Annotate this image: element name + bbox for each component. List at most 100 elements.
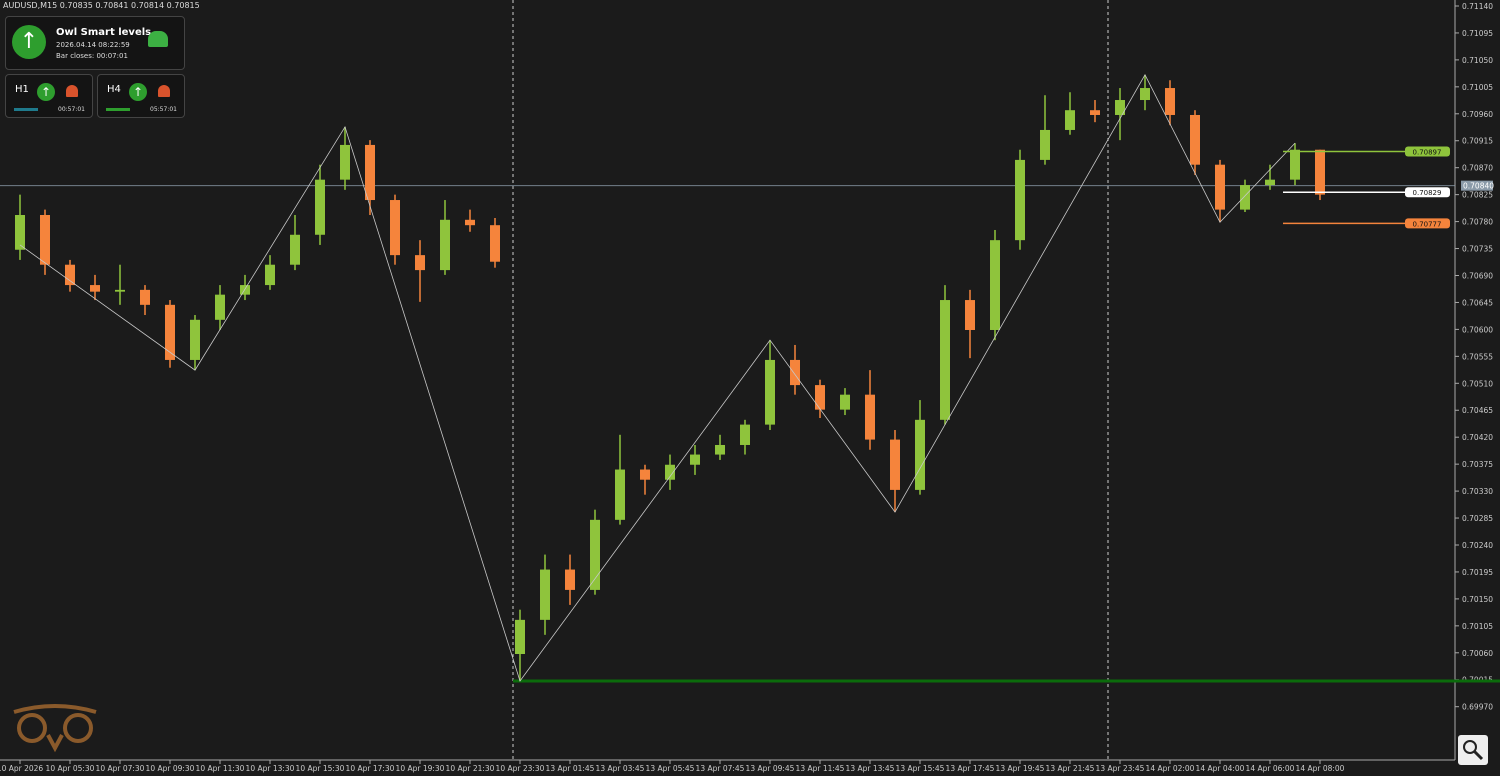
y-tick-label: 0.70960 [1462, 110, 1493, 119]
candle-body [565, 569, 575, 590]
x-tick-label: 13 Apr 17:45 [946, 764, 995, 773]
y-tick-label: 0.70285 [1462, 514, 1493, 523]
candle-body [215, 294, 225, 320]
widget-time: 2026.04.14 08:22:59 [56, 41, 130, 49]
y-tick-label: 0.70510 [1462, 379, 1493, 388]
widget-title: Owl Smart levels [56, 27, 152, 38]
y-tick-label: 0.71095 [1462, 29, 1493, 38]
y-tick-label: 0.70735 [1462, 245, 1493, 254]
x-tick-label: 10 Apr 17:30 [346, 764, 395, 773]
x-tick-label: 10 Apr 09:30 [146, 764, 195, 773]
x-tick-label: 13 Apr 05:45 [646, 764, 695, 773]
y-tick-label: 0.71005 [1462, 83, 1493, 92]
candle-body [140, 289, 150, 305]
x-tick-label: 10 Apr 21:30 [446, 764, 495, 773]
candle-body [865, 394, 875, 440]
h4-timer: 05:57:01 [150, 106, 177, 113]
x-tick-label: 13 Apr 07:45 [696, 764, 745, 773]
y-tick-label: 0.70780 [1462, 218, 1493, 227]
x-tick-label: 14 Apr 04:00 [1196, 764, 1245, 773]
x-tick-label: 10 Apr 15:30 [296, 764, 345, 773]
candle-body [790, 359, 800, 386]
candle-body [240, 285, 250, 295]
x-tick-label: 13 Apr 03:45 [596, 764, 645, 773]
candle-body [1265, 179, 1275, 186]
y-tick-label: 0.70240 [1462, 541, 1493, 550]
progress-bar [14, 108, 38, 111]
y-tick-label: 0.70465 [1462, 406, 1493, 415]
x-tick-label: 14 Apr 06:00 [1246, 764, 1295, 773]
trend-up-icon: ↑ [129, 83, 147, 101]
candle-body [65, 264, 75, 286]
candle-body [540, 569, 550, 620]
candle-body [490, 225, 500, 262]
x-tick-label: 14 Apr 08:00 [1296, 764, 1345, 773]
y-tick-label: 0.71050 [1462, 56, 1493, 65]
candle-body [1115, 100, 1125, 115]
y-tick-label: 0.70555 [1462, 352, 1493, 361]
candle-body [1090, 110, 1100, 115]
candle-body [15, 215, 25, 250]
bid-label: 0.70840 [1463, 182, 1494, 191]
zigzag-line [19, 74, 1296, 682]
widget-bar-close: Bar closes: 00:07:01 [56, 52, 128, 60]
candle-body [1240, 185, 1250, 210]
level-label-box [1405, 187, 1450, 198]
y-tick-label: 0.70690 [1462, 271, 1493, 280]
x-tick-label: 10 Apr 19:30 [396, 764, 445, 773]
candle-body [1065, 110, 1075, 130]
x-tick-label: 10 Apr 07:30 [96, 764, 145, 773]
candle-body [715, 444, 725, 455]
ohlc: 0.70835 0.70841 0.70814 0.70815 [60, 1, 200, 10]
candle-body [840, 394, 850, 410]
y-tick-label: 0.70150 [1462, 595, 1493, 604]
candle-body [690, 454, 700, 465]
x-tick-label: 13 Apr 21:45 [1046, 764, 1095, 773]
y-tick-label: 0.70420 [1462, 433, 1493, 442]
candle-body [365, 144, 375, 201]
candle-body [990, 240, 1000, 330]
x-tick-label: 13 Apr 09:45 [746, 764, 795, 773]
candle-body [965, 300, 975, 330]
symbol-header: AUDUSD,M15 0.70835 0.70841 0.70814 0.708… [3, 1, 200, 10]
y-tick-label: 0.70195 [1462, 568, 1493, 577]
level-label-box [1405, 146, 1450, 157]
level-label: 0.70897 [1413, 149, 1442, 157]
candle-body [615, 469, 625, 520]
candle-body [515, 619, 525, 654]
candle-body [190, 319, 200, 360]
y-tick-label: 0.71140 [1462, 2, 1493, 11]
candle-body [165, 304, 175, 360]
x-tick-label: 13 Apr 01:45 [546, 764, 595, 773]
bid-label-box [1461, 180, 1493, 191]
h1-widget: H1 ↑ 00:57:01 [5, 74, 93, 118]
candle-body [640, 469, 650, 480]
x-tick-label: 10 Apr 11:30 [196, 764, 245, 773]
x-tick-label: 10 Apr 23:30 [496, 764, 545, 773]
candle-body [1315, 149, 1325, 195]
x-tick-label: 10 Apr 2026 [0, 764, 43, 773]
candle-body [440, 219, 450, 271]
h4-widget: H4 ↑ 05:57:01 [97, 74, 185, 118]
zoom-icon[interactable] [1458, 735, 1488, 765]
candle-body [1165, 88, 1175, 115]
candle-body [90, 285, 100, 292]
y-tick-label: 0.70060 [1462, 649, 1493, 658]
candle-body [1015, 159, 1025, 241]
h1-timer: 00:57:01 [58, 106, 85, 113]
h4-label: H4 [107, 84, 121, 95]
candle-body [590, 519, 600, 590]
y-tick-label: 0.70870 [1462, 164, 1493, 173]
alarm-icon [66, 85, 78, 97]
y-tick-label: 0.70915 [1462, 137, 1493, 146]
y-tick-label: 0.70375 [1462, 460, 1493, 469]
x-tick-label: 13 Apr 11:45 [796, 764, 845, 773]
y-tick-label: 0.70600 [1462, 325, 1493, 334]
candle-body [665, 464, 675, 480]
symbol: AUDUSD,M15 [3, 1, 57, 10]
alarm-icon [158, 85, 170, 97]
y-tick-label: 0.70645 [1462, 298, 1493, 307]
level-label: 0.70777 [1413, 220, 1442, 228]
candle-body [415, 255, 425, 271]
trend-up-icon: ↑ [37, 83, 55, 101]
